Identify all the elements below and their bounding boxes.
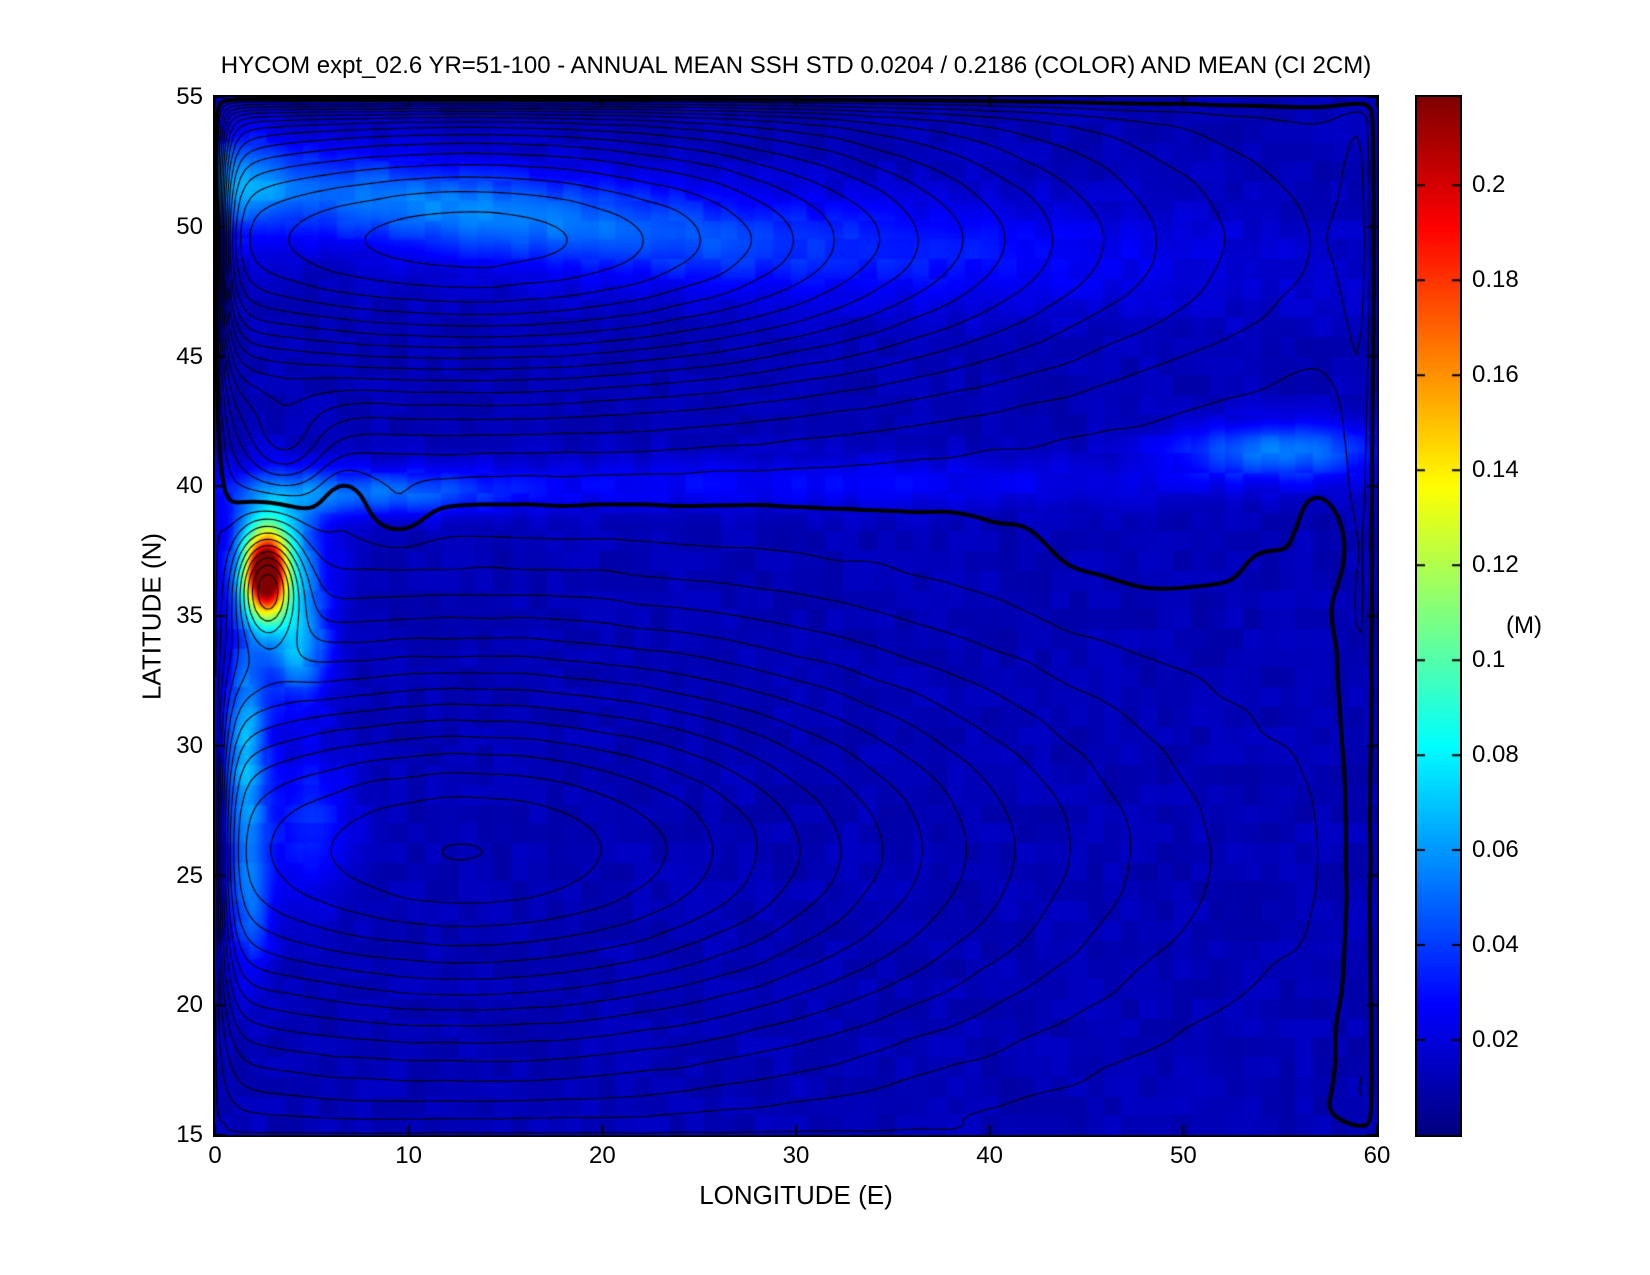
y-tick-label: 20 <box>176 991 203 1019</box>
colorbar <box>1415 95 1462 1137</box>
x-tick-label: 0 <box>208 1142 222 1169</box>
colorbar-unit-label: (M) <box>1506 612 1542 639</box>
colorbar-tick-label: 0.1 <box>1472 646 1506 674</box>
x-tick-label: 20 <box>588 1142 616 1169</box>
colorbar-tick-label: 0.08 <box>1472 741 1519 769</box>
colorbar-tick-label: 0.14 <box>1472 456 1519 484</box>
heatmap-contour-canvas <box>215 97 1377 1135</box>
colorbar-tick-label: 0.06 <box>1472 836 1519 864</box>
y-tick-label: 35 <box>176 602 203 629</box>
x-tick-label: 10 <box>395 1142 422 1169</box>
y-tick-label: 40 <box>176 472 203 500</box>
colorbar-canvas <box>1417 97 1460 1135</box>
y-tick-label: 30 <box>176 731 203 759</box>
x-tick-label: 40 <box>976 1142 1003 1169</box>
colorbar-tick-label: 0.12 <box>1472 551 1519 579</box>
colorbar-tick-label: 0.02 <box>1472 1026 1519 1054</box>
colorbar-tick-label: 0.16 <box>1472 361 1519 389</box>
x-axis-label: LONGITUDE (E) <box>699 1180 893 1210</box>
y-tick-label: 55 <box>176 83 203 110</box>
colorbar-tick-label: 0.04 <box>1472 931 1519 959</box>
colorbar-tick-label: 0.18 <box>1472 266 1519 294</box>
x-tick-label: 50 <box>1169 1142 1197 1169</box>
x-tick-label: 60 <box>1363 1142 1391 1169</box>
y-tick-label: 25 <box>176 861 203 889</box>
y-tick-label: 50 <box>176 212 203 240</box>
plot-title: HYCOM expt_02.6 YR=51-100 - ANNUAL MEAN … <box>220 52 1372 79</box>
y-tick-label: 45 <box>176 342 203 370</box>
colorbar-tick-label: 0.2 <box>1472 171 1506 199</box>
plot-area <box>213 95 1379 1137</box>
y-tick-label: 15 <box>176 1121 203 1148</box>
x-tick-label: 30 <box>782 1142 810 1169</box>
